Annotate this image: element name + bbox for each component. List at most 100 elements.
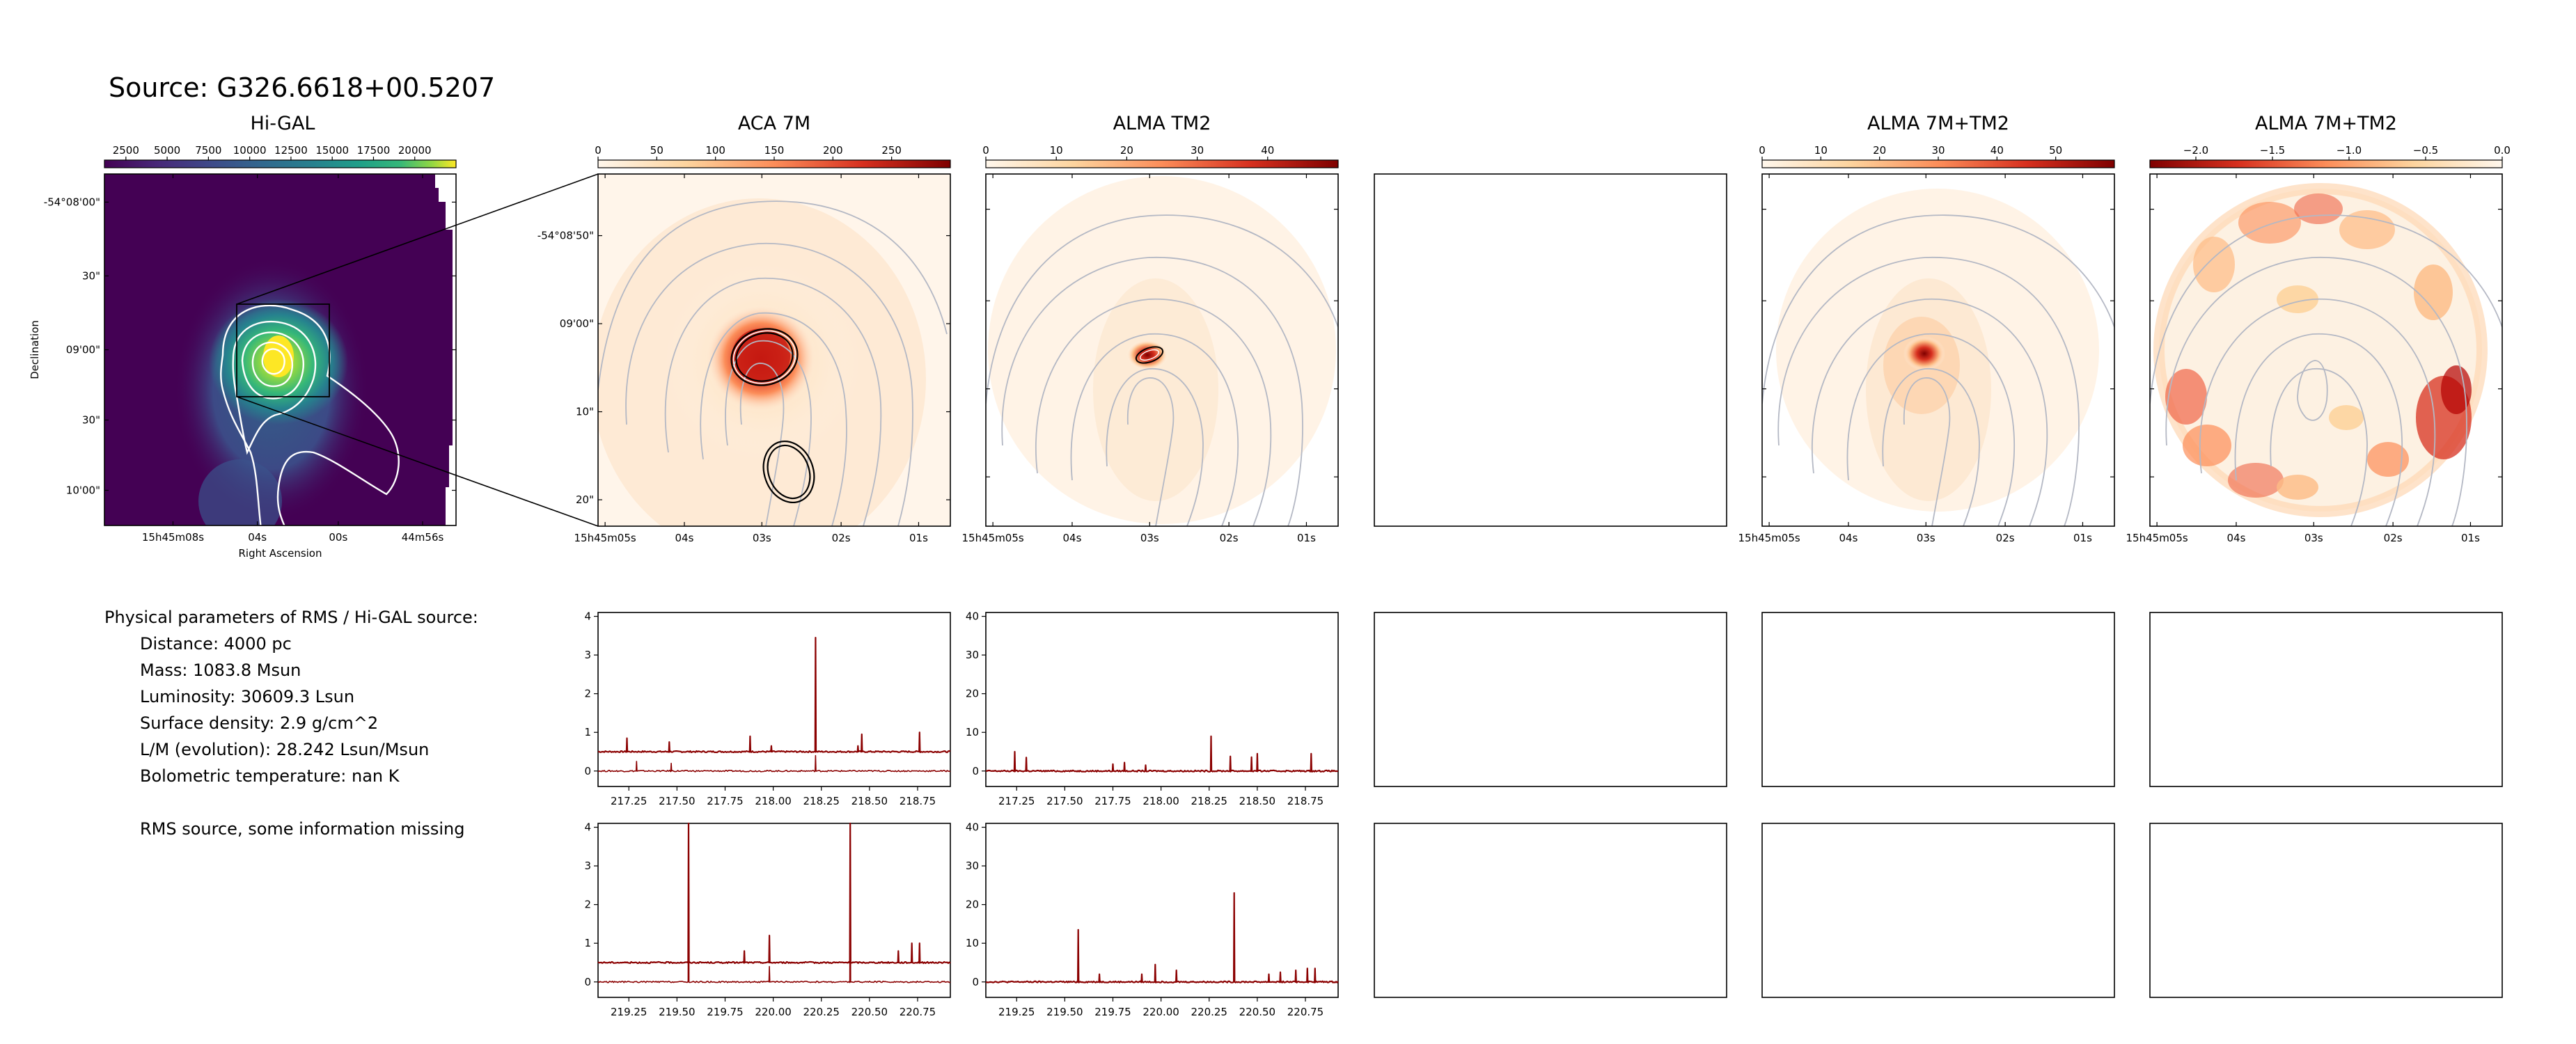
colorbar-tick-label: 40 — [1261, 144, 1274, 157]
param-l-over-m: L/M (evolution): 28.242 Lsun/Msun — [140, 740, 430, 759]
spectrum-y-tick-label: 10 — [966, 726, 979, 738]
y-tick-label: 30" — [82, 269, 100, 282]
x-tick-label: 03s — [1917, 532, 1935, 544]
x-tick-label: 04s — [1063, 532, 1082, 544]
x-tick-label: 03s — [753, 532, 771, 544]
aca7m-beam-ellipses — [730, 328, 815, 504]
spectrum-y-tick-label: 2 — [584, 688, 591, 700]
spectrum-x-tick-label: 218.25 — [803, 795, 840, 807]
spectrum-x-tick-label: 220.75 — [900, 1006, 936, 1018]
colorbar-tick-label: 30 — [1191, 144, 1204, 157]
colorbar-tick-label: 50 — [2049, 144, 2062, 157]
spectrum-x-tick-label: 219.25 — [998, 1006, 1035, 1018]
x-tick-label: 01s — [2461, 532, 2480, 544]
colorbar-tick-label: 10 — [1814, 144, 1828, 157]
combo2-map: 15h45m05s 04s 03s 02s 01s — [2126, 173, 2503, 544]
spectrum-x-tick-label: 219.50 — [659, 1006, 696, 1018]
page-title: Source: G326.6618+00.5207 — [109, 72, 496, 103]
spectrum-row2-empty-1 — [1374, 823, 1727, 998]
colorbar-combo2: −2.0 −1.5 −1.0 −0.5 0.0 — [2149, 144, 2511, 168]
colorbar-tick-label: −1.0 — [2337, 144, 2362, 157]
panel-title-higal: Hi-GAL — [250, 113, 315, 134]
y-tick-label: -54°08'50" — [537, 230, 594, 242]
x-tick-label: 02s — [1220, 532, 1239, 544]
higal-map: 15h45m08s 04s 00s 44m56s -54°08'00" 30" 09'00"… — [29, 173, 457, 560]
zoom-connector-bottom — [236, 396, 599, 527]
colorbar-tick-label: 200 — [823, 144, 843, 157]
panel-title-combo2: ALMA 7M+TM2 — [2255, 113, 2397, 134]
physical-parameters: Physical parameters of RMS / Hi-GAL sour… — [104, 604, 478, 842]
spectrum-x-tick-label: 217.50 — [659, 795, 696, 807]
param-surface-density: Surface density: 2.9 g/cm^2 — [140, 713, 379, 733]
colorbar-tick-label: 20000 — [398, 144, 432, 157]
spectrum-x-tick-label: 217.50 — [1046, 795, 1083, 807]
spectrum-row2-tm2: 219.25 219.50 219.75 220.00 220.25 220.50 220.… — [966, 821, 1339, 1018]
spectrum-x-tick-label: 220.50 — [851, 1006, 888, 1018]
colorbar-tick-label: 12500 — [274, 144, 308, 157]
colorbar-tick-label: 20 — [1873, 144, 1886, 157]
colorbar-tick-label: −2.0 — [2183, 144, 2208, 157]
spectrum-row1-empty-3 — [2149, 612, 2503, 787]
spectrum-row1-aca7m: 217.25 217.50 217.75 218.00 218.25 218.50 218.… — [584, 610, 951, 807]
colorbar-tick-label: 20 — [1120, 144, 1133, 157]
colorbar-tick-label: 0.0 — [2494, 144, 2511, 157]
spectrum-series-line — [597, 754, 951, 773]
spectrum-row1-tm2: 217.25 217.50 217.75 218.00 218.25 218.50 218.… — [966, 610, 1339, 807]
y-axis-label: Declination — [29, 320, 41, 379]
params-heading: Physical parameters of RMS / Hi-GAL sour… — [104, 608, 478, 627]
spectrum-row1-empty-2 — [1761, 612, 2115, 787]
spectrum-x-tick-label: 219.25 — [611, 1006, 647, 1018]
colorbar-tick-label: 40 — [1990, 144, 2004, 157]
colorbar-tick-label: 2500 — [113, 144, 139, 157]
zoom-box — [236, 303, 330, 397]
colorbar-tick-label: −1.5 — [2260, 144, 2285, 157]
spectrum-row2-aca7m: 219.25 219.50 219.75 220.00 220.25 220.50 220.… — [584, 821, 951, 1018]
colorbar-tick-label: 100 — [705, 144, 725, 157]
colorbar-tick-label: 7500 — [195, 144, 221, 157]
colorbar-tick-label: 250 — [881, 144, 902, 157]
param-distance: Distance: 4000 pc — [140, 634, 292, 654]
y-tick-label: 10'00" — [66, 484, 100, 497]
colorbar-tick-label: 150 — [764, 144, 785, 157]
y-tick-label: -54°08'00" — [44, 196, 100, 208]
spectrum-y-tick-label: 0 — [584, 765, 591, 777]
spectrum-row2-empty-3 — [2149, 823, 2503, 998]
x-tick-label: 04s — [2227, 532, 2246, 544]
colorbar-higal: 2500 5000 7500 10000 12500 15000 17500 20000 — [104, 144, 457, 168]
spectrum-x-tick-label: 219.50 — [1046, 1006, 1083, 1018]
spectrum-x-tick-label: 218.00 — [755, 795, 792, 807]
colorbar-tick-label: 5000 — [154, 144, 180, 157]
x-tick-label: 04s — [248, 531, 267, 544]
colorbar-tick-label: 15000 — [315, 144, 349, 157]
aca7m-map: 15h45m05s 04s 03s 02s 01s -54°08'50" 09'00" 10"… — [537, 173, 951, 544]
y-tick-label: 09'00" — [66, 344, 100, 356]
colorbar-tick-label: 0 — [1759, 144, 1766, 157]
y-tick-label: 10" — [576, 406, 594, 418]
spectrum-row1-empty-1 — [1374, 612, 1727, 787]
colorbar-tick-label: 30 — [1931, 144, 1945, 157]
colorbar-tick-label: −0.5 — [2413, 144, 2438, 157]
spectrum-x-tick-label: 220.50 — [1239, 1006, 1276, 1018]
panel-title-tm2: ALMA TM2 — [1113, 113, 1211, 134]
spectrum-x-tick-label: 218.00 — [1142, 795, 1179, 807]
spectrum-y-tick-label: 0 — [972, 976, 979, 988]
x-tick-label: 04s — [1839, 532, 1858, 544]
x-tick-label: 01s — [2073, 532, 2092, 544]
x-tick-label: 01s — [1297, 532, 1316, 544]
x-tick-label: 02s — [2384, 532, 2403, 544]
x-tick-label: 02s — [832, 532, 851, 544]
spectrum-y-tick-label: 0 — [584, 976, 591, 988]
x-tick-label: 02s — [1996, 532, 2015, 544]
spectrum-row2-empty-2 — [1761, 823, 2115, 998]
colorbar-tick-label: 10000 — [233, 144, 267, 157]
spectrum-series-line — [597, 637, 951, 754]
higal-contours — [220, 304, 400, 525]
spectrum-series-line — [985, 892, 1339, 983]
spectrum-y-tick-label: 3 — [584, 860, 591, 872]
colorbar-combo: 0 10 20 30 40 50 — [1759, 144, 2115, 168]
y-tick-label: 30" — [82, 414, 100, 427]
spectrum-y-tick-label: 2 — [584, 899, 591, 911]
spectrum-x-tick-label: 218.50 — [851, 795, 888, 807]
aca7m-contours — [598, 200, 948, 526]
spectrum-y-tick-label: 30 — [966, 649, 979, 661]
